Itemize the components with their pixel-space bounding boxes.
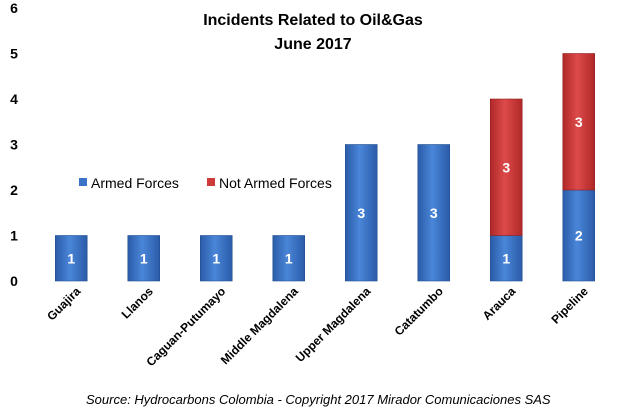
bar-segment [417, 144, 450, 282]
bar-segment [489, 235, 523, 282]
bar-value-label: 1 [140, 250, 148, 266]
bar-value-label: 1 [212, 250, 220, 266]
bar-segment [562, 53, 595, 191]
bar-segment [562, 189, 595, 282]
x-tick-label: Middle Magdalena [218, 284, 301, 367]
legend-swatch-armed-forces [79, 178, 87, 186]
y-tick-label: 4 [10, 91, 18, 107]
x-tick-label: Upper Magdalena [293, 284, 374, 365]
bar-segment [127, 235, 161, 282]
legend-swatch-not-armed-forces [207, 178, 215, 186]
bar-value-label: 1 [285, 250, 293, 266]
bar-value-label: 3 [502, 159, 510, 175]
x-tick-label: Arauca [480, 284, 519, 323]
x-tick-label: Guajira [44, 284, 83, 323]
legend-label-not-armed-forces: Not Armed Forces [219, 175, 332, 191]
chart-title-line-2: June 2017 [274, 36, 351, 53]
x-tick-label: Catatumbo [392, 284, 446, 338]
y-tick-label: 1 [10, 228, 18, 244]
y-tick-label: 3 [10, 137, 18, 153]
y-tick-label: 2 [10, 182, 18, 198]
bar-value-label: 1 [67, 250, 75, 266]
y-tick-label: 0 [10, 273, 18, 289]
legend: Armed Forces Not Armed Forces [79, 175, 332, 191]
y-tick-label: 6 [10, 0, 18, 16]
bar-value-label: 3 [575, 114, 583, 130]
bars: 1 1 1 1 3 3 1 3 2 3 [54, 53, 595, 282]
bar-value-label: 1 [502, 250, 510, 266]
bar-segment [272, 235, 305, 282]
bar-value-label: 3 [357, 205, 365, 221]
x-tick-label: Llanos [119, 284, 156, 321]
source-note: Source: Hydrocarbons Colombia - Copyrigh… [86, 392, 551, 407]
x-tick-label: Pipeline [548, 284, 591, 327]
legend-label-armed-forces: Armed Forces [91, 175, 179, 191]
bar-value-label: 3 [430, 205, 438, 221]
chart-title-line-1: Incidents Related to Oil&Gas [203, 12, 423, 29]
bar-segment [200, 235, 233, 282]
bar-segment [54, 235, 88, 282]
bar-segment [344, 144, 378, 282]
y-tick-label: 5 [10, 46, 18, 62]
bar-value-label: 2 [575, 228, 583, 244]
x-tick-label: Caguan-Putumayo [144, 284, 229, 369]
bar-segment [489, 98, 523, 236]
y-axis: 0 1 2 3 4 5 6 [10, 0, 18, 289]
